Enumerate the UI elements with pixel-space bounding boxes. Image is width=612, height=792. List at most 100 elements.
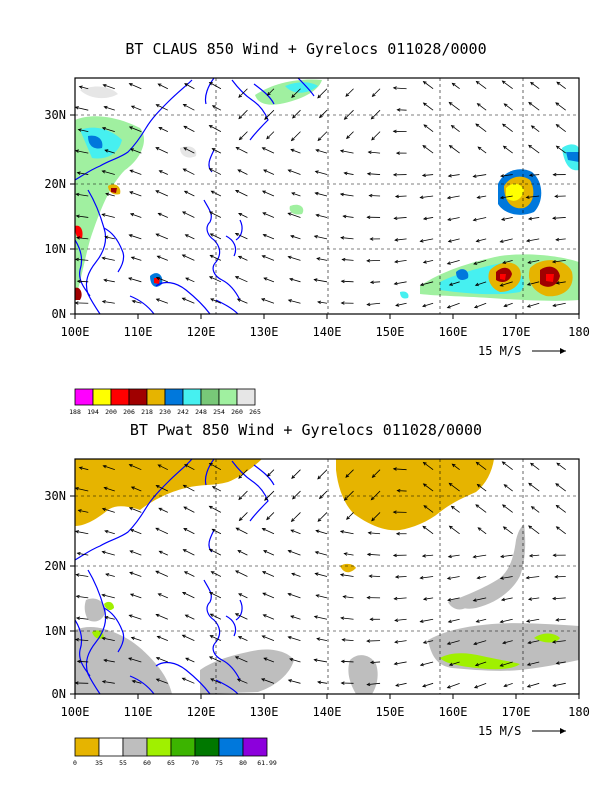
wind-vector-head: [317, 680, 322, 685]
wind-vector: [394, 597, 407, 600]
wind-vector-head: [315, 148, 320, 153]
colorbar-swatch: [218, 388, 238, 406]
latitude-label: 0N: [52, 687, 66, 701]
wind-vector: [474, 682, 487, 689]
wind-vector-head: [392, 129, 397, 134]
wind-vector-head: [155, 298, 160, 302]
wind-vector-head: [501, 504, 506, 508]
wind-vector-head: [289, 657, 294, 662]
top-map-panel: 100E 110E 120E 130E 140E 150E 160E 170E 180 0N 10…: [44, 77, 590, 358]
wind-vector-head: [128, 277, 133, 281]
wind-vector-head: [314, 572, 319, 576]
top-wind-scale-label: 15 M/S: [478, 344, 521, 358]
wind-vector: [420, 238, 434, 242]
wind-vector-head: [317, 475, 322, 480]
wind-vector-head: [76, 551, 81, 556]
wind-vector: [346, 131, 354, 139]
wind-vector-head: [422, 303, 427, 308]
wind-vector-head: [450, 124, 455, 129]
wind-vector: [316, 214, 328, 218]
longitude-label: 180: [568, 705, 590, 719]
wind-vector: [317, 88, 328, 99]
wind-vector-head: [370, 496, 375, 501]
wind-vector-head: [75, 573, 80, 577]
top-axis-ticks: [70, 114, 580, 319]
wind-vector-head: [342, 214, 347, 219]
wind-vector-head: [155, 233, 160, 237]
wind-vector-head: [77, 128, 82, 132]
wind-vector: [451, 125, 460, 132]
wind-vector-head: [105, 573, 110, 577]
wind-vector: [344, 490, 354, 501]
wind-vector-head: [502, 260, 507, 265]
wind-vector: [75, 258, 89, 261]
wind-vector-head: [261, 255, 266, 259]
wind-vector-head: [477, 527, 482, 531]
wind-vector-head: [182, 484, 187, 489]
wind-vector: [236, 527, 248, 535]
colorbar-swatch: [164, 388, 184, 406]
colorbar-swatch: [146, 737, 172, 757]
wind-vector-head: [128, 234, 133, 238]
bottom-wind-scale-arrow: [532, 728, 566, 734]
wind-vector-head: [392, 86, 397, 90]
wind-vector-head: [155, 104, 160, 108]
wind-vector-head: [131, 679, 136, 684]
wind-vector: [528, 217, 540, 220]
wind-vector-head: [313, 658, 318, 662]
wind-vector: [423, 259, 434, 263]
bottom-map-panel: 100E 110E 120E 130E 140E 150E 160E 170E 180 0N 10…: [44, 458, 590, 738]
wind-vector: [290, 615, 301, 620]
wind-vector: [209, 548, 222, 556]
wind-vector: [238, 636, 248, 641]
wind-vector-head: [526, 282, 531, 286]
wind-vector: [104, 279, 115, 283]
wind-vector-head: [290, 137, 295, 142]
wind-vector: [423, 505, 434, 513]
latitude-label: 20N: [44, 177, 66, 191]
wind-vector-head: [367, 531, 372, 535]
wind-vector-head: [525, 238, 531, 243]
wind-vector: [553, 302, 566, 307]
longitude-label: 130E: [250, 705, 279, 719]
wind-vector-head: [476, 575, 481, 580]
latitude-label: 10N: [44, 624, 66, 638]
wind-vector-head: [290, 615, 295, 619]
wind-vector: [502, 259, 513, 264]
wind-vector-head: [101, 593, 106, 598]
wind-vector: [449, 102, 460, 111]
wind-vector-head: [266, 91, 271, 96]
wind-vector: [315, 170, 328, 175]
wind-vector-head: [184, 83, 189, 87]
wind-vector: [185, 277, 195, 283]
wind-vector: [477, 103, 487, 111]
wind-vector-head: [473, 685, 479, 689]
wind-vector-head: [555, 124, 560, 128]
wind-vector: [237, 550, 248, 556]
wind-vector-head: [183, 506, 188, 510]
wind-vector: [128, 657, 142, 663]
wind-vector: [76, 193, 89, 197]
wind-vector: [158, 213, 168, 218]
wind-vector: [423, 640, 434, 644]
wind-vector-head: [555, 102, 560, 106]
wind-vector-head: [287, 255, 292, 260]
wind-vector-head: [346, 516, 350, 520]
colorbar-label: 75: [215, 759, 223, 767]
wind-vector-head: [450, 505, 455, 510]
longitude-label: 140E: [313, 325, 342, 339]
wind-vector: [552, 597, 566, 600]
wind-vector: [556, 618, 566, 621]
wind-vector-head: [76, 279, 81, 284]
wind-vector: [393, 468, 407, 471]
wind-vector: [394, 640, 407, 643]
wind-vector-head: [396, 488, 401, 493]
wind-vector-head: [182, 103, 187, 108]
wind-vector: [530, 463, 540, 471]
wind-vector-head: [340, 279, 345, 284]
wind-vector: [156, 298, 168, 304]
wind-vector: [209, 168, 222, 175]
wind-vector-head: [371, 474, 376, 478]
wind-vector-head: [287, 592, 292, 597]
wind-vector-head: [371, 517, 375, 522]
